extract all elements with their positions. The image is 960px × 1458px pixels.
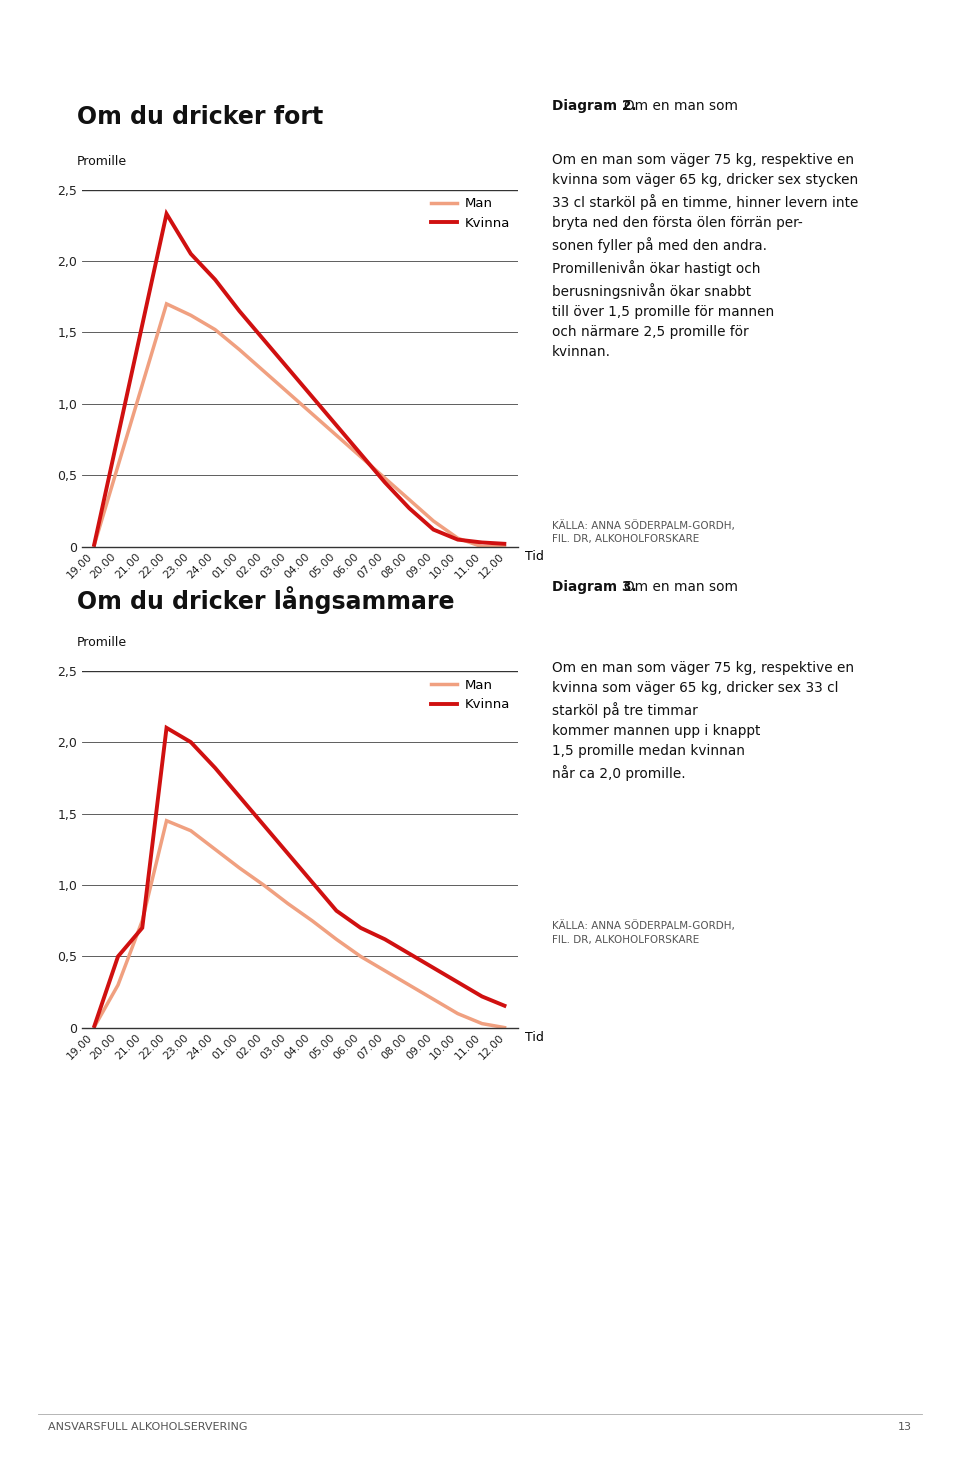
Text: Om en man som väger 75 kg, respektive en
kvinna som väger 65 kg, dricker sex 33 : Om en man som väger 75 kg, respektive en… <box>552 660 854 781</box>
Text: Om du dricker fort: Om du dricker fort <box>77 105 324 128</box>
Text: Diagram 2.: Diagram 2. <box>552 99 636 114</box>
Text: Om en man som: Om en man som <box>624 99 738 114</box>
Text: Tid: Tid <box>525 550 544 563</box>
Text: KÄLLA: ANNA SÖDERPALM-GORDH,
FIL. DR, ALKOHOLFORSKARE: KÄLLA: ANNA SÖDERPALM-GORDH, FIL. DR, AL… <box>552 920 734 945</box>
Text: KÄLLA: ANNA SÖDERPALM-GORDH,
FIL. DR, ALKOHOLFORSKARE: KÄLLA: ANNA SÖDERPALM-GORDH, FIL. DR, AL… <box>552 521 734 544</box>
Legend: Man, Kvinna: Man, Kvinna <box>425 674 516 716</box>
Legend: Man, Kvinna: Man, Kvinna <box>425 192 516 235</box>
Text: Om du dricker långsammare: Om du dricker långsammare <box>77 586 454 614</box>
Text: Om en man som: Om en man som <box>624 580 738 595</box>
Text: Promille: Promille <box>77 155 127 168</box>
Text: ANSVARSFULL ALKOHOLSERVERING: ANSVARSFULL ALKOHOLSERVERING <box>48 1422 248 1432</box>
Text: Tid: Tid <box>525 1031 544 1044</box>
Text: Om en man som väger 75 kg, respektive en
kvinna som väger 65 kg, dricker sex sty: Om en man som väger 75 kg, respektive en… <box>552 153 858 360</box>
Text: Promille: Promille <box>77 636 127 649</box>
Text: Diagram 3.: Diagram 3. <box>552 580 636 595</box>
Text: 13: 13 <box>898 1422 912 1432</box>
